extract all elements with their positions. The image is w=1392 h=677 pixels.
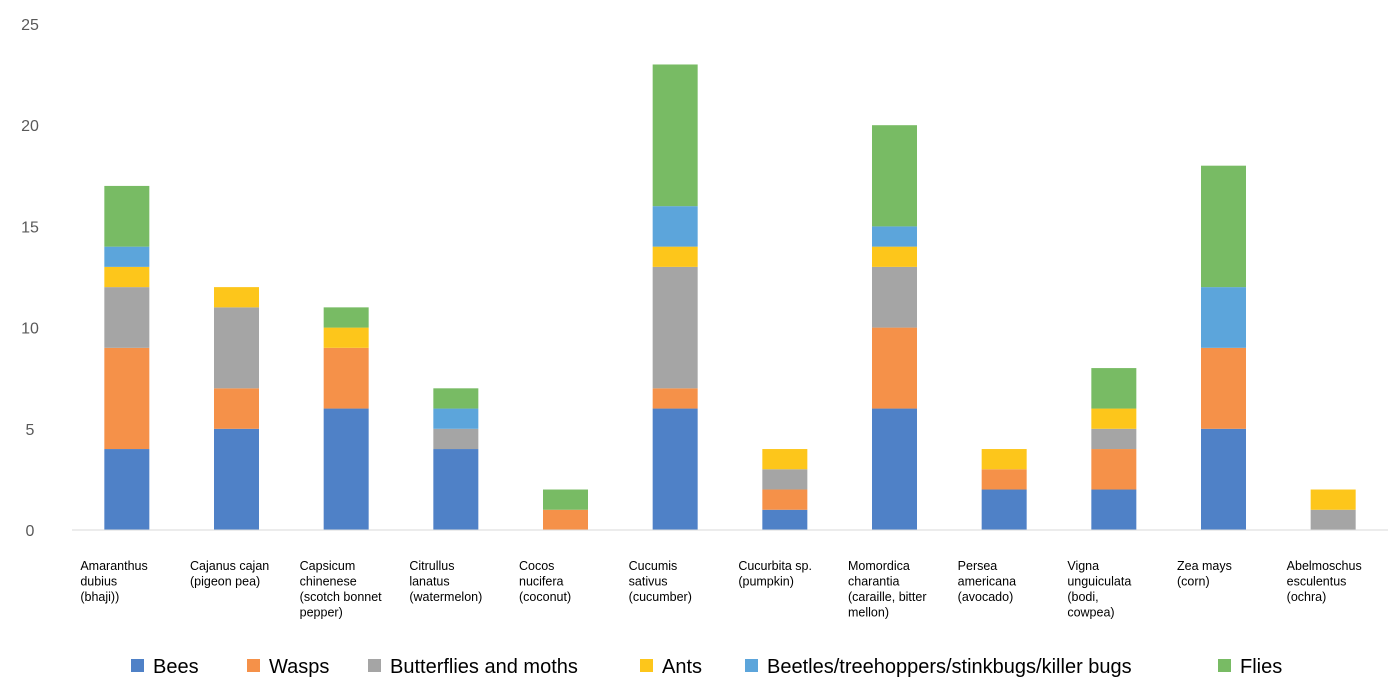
y-tick-label: 15 bbox=[21, 219, 39, 236]
bar-segment-ants bbox=[323, 327, 369, 348]
x-tick-label: Vigna unguiculata (bodi, cowpea) bbox=[1067, 559, 1131, 620]
x-tick-label: Cucumis sativus (cucumber) bbox=[629, 559, 692, 604]
y-tick-label: 5 bbox=[26, 422, 35, 439]
bar-segment-ants bbox=[872, 246, 917, 267]
bar-segment-butterflies-and-moths bbox=[872, 266, 917, 328]
x-tick-label: Persea americana (avocado) bbox=[958, 559, 1016, 604]
bar-segment-ants bbox=[1310, 489, 1356, 510]
legend: Bees Wasps Butterflies and moths Ants Beetle… bbox=[131, 656, 1282, 677]
bar-segment-butterflies-and-moths bbox=[104, 287, 150, 348]
bar-segment-ants bbox=[214, 287, 259, 308]
x-tick-label: Citrullus lanatus (watermelon) bbox=[409, 559, 482, 604]
bar-segment-wasps bbox=[323, 347, 369, 409]
bar-segment-beetles-treehoppers-stinkbugs-killer-bugs bbox=[872, 226, 917, 247]
bar-segment-flies bbox=[104, 185, 150, 247]
bar-segment-ants bbox=[981, 449, 1027, 470]
bar-segment-butterflies-and-moths bbox=[214, 307, 259, 389]
bar-segment-beetles-treehoppers-stinkbugs-killer-bugs bbox=[1201, 287, 1246, 348]
bar-segment-wasps bbox=[872, 327, 917, 409]
bar-segment-flies bbox=[433, 388, 479, 409]
bar-segment-wasps bbox=[1091, 449, 1137, 490]
bar-segment-flies bbox=[543, 489, 588, 510]
y-tick-label: 25 bbox=[21, 17, 39, 34]
bar-segment-bees bbox=[433, 449, 479, 530]
bar-segment-ants bbox=[1091, 408, 1137, 429]
legend-label: Butterflies and moths bbox=[390, 656, 578, 677]
legend-label: Ants bbox=[662, 656, 702, 677]
legend-swatch bbox=[131, 659, 144, 672]
x-tick-label: Cocos nucifera (coconut) bbox=[519, 559, 571, 604]
legend-swatch bbox=[745, 659, 758, 672]
legend-label: Bees bbox=[153, 656, 199, 677]
bar-segment-butterflies-and-moths bbox=[1091, 428, 1137, 450]
legend-label: Flies bbox=[1240, 656, 1282, 677]
legend-swatch bbox=[1218, 659, 1231, 672]
bar-segment-bees bbox=[323, 408, 369, 530]
bar-segment-bees bbox=[1201, 428, 1246, 530]
bar-segment-wasps bbox=[1201, 347, 1246, 429]
bar-segment-bees bbox=[1091, 489, 1137, 530]
bar-segment-flies bbox=[323, 307, 369, 328]
y-tick-label: 20 bbox=[21, 118, 39, 135]
x-tick-label: Momordica charantia (caraille, bitter mello… bbox=[848, 559, 927, 620]
legend-swatch bbox=[247, 659, 260, 672]
bar-segment-beetles-treehoppers-stinkbugs-killer-bugs bbox=[652, 206, 698, 247]
bar-segment-flies bbox=[1091, 368, 1137, 409]
bar-segment-wasps bbox=[543, 509, 588, 530]
bar-segment-bees bbox=[872, 408, 917, 530]
bar-segment-bees bbox=[981, 489, 1027, 530]
bar-segment-bees bbox=[214, 428, 259, 530]
y-tick-label: 0 bbox=[26, 523, 35, 540]
x-tick-label: Cucurbita sp. (pumpkin) bbox=[738, 559, 812, 589]
bars bbox=[104, 64, 1356, 530]
legend-label: Wasps bbox=[269, 656, 329, 677]
bar-segment-wasps bbox=[104, 347, 150, 450]
bar-segment-butterflies-and-moths bbox=[433, 428, 479, 450]
x-tick-label: Zea mays (corn) bbox=[1177, 559, 1232, 589]
x-tick-label: Abelmoschus esculentus (ochra) bbox=[1287, 559, 1362, 604]
bar-segment-flies bbox=[652, 64, 698, 207]
bar-segment-flies bbox=[872, 125, 917, 227]
x-tick-label: Amaranthus dubius (bhaji)) bbox=[80, 559, 147, 604]
bar-segment-ants bbox=[762, 449, 808, 470]
bar-segment-beetles-treehoppers-stinkbugs-killer-bugs bbox=[104, 246, 150, 267]
bar-segment-beetles-treehoppers-stinkbugs-killer-bugs bbox=[433, 408, 479, 429]
bar-segment-wasps bbox=[981, 469, 1027, 490]
x-axis-labels: Amaranthus dubius (bhaji)) Cajanus cajan (pi… bbox=[80, 559, 1361, 620]
bar-segment-bees bbox=[762, 509, 808, 530]
bar-segment-bees bbox=[652, 408, 698, 530]
x-tick-label: Capsicum chinenese (scotch bonnet pepper) bbox=[300, 559, 383, 620]
y-axis: 0 5 10 15 20 25 bbox=[21, 17, 39, 540]
bar-segment-wasps bbox=[214, 388, 259, 429]
bar-segment-wasps bbox=[652, 388, 698, 409]
bar-segment-butterflies-and-moths bbox=[1310, 509, 1356, 530]
legend-swatch bbox=[368, 659, 381, 672]
x-tick-label: Cajanus cajan (pigeon pea) bbox=[190, 559, 269, 589]
bar-segment-wasps bbox=[762, 489, 808, 510]
bar-segment-ants bbox=[104, 266, 150, 288]
bar-segment-butterflies-and-moths bbox=[762, 469, 808, 490]
bar-segment-ants bbox=[652, 246, 698, 267]
legend-swatch bbox=[640, 659, 653, 672]
bar-segment-bees bbox=[104, 449, 150, 530]
bar-segment-flies bbox=[1201, 165, 1246, 288]
legend-label: Beetles/treehoppers/stinkbugs/killer bug… bbox=[767, 656, 1132, 677]
y-tick-label: 10 bbox=[21, 321, 39, 338]
bar-segment-butterflies-and-moths bbox=[652, 266, 698, 389]
